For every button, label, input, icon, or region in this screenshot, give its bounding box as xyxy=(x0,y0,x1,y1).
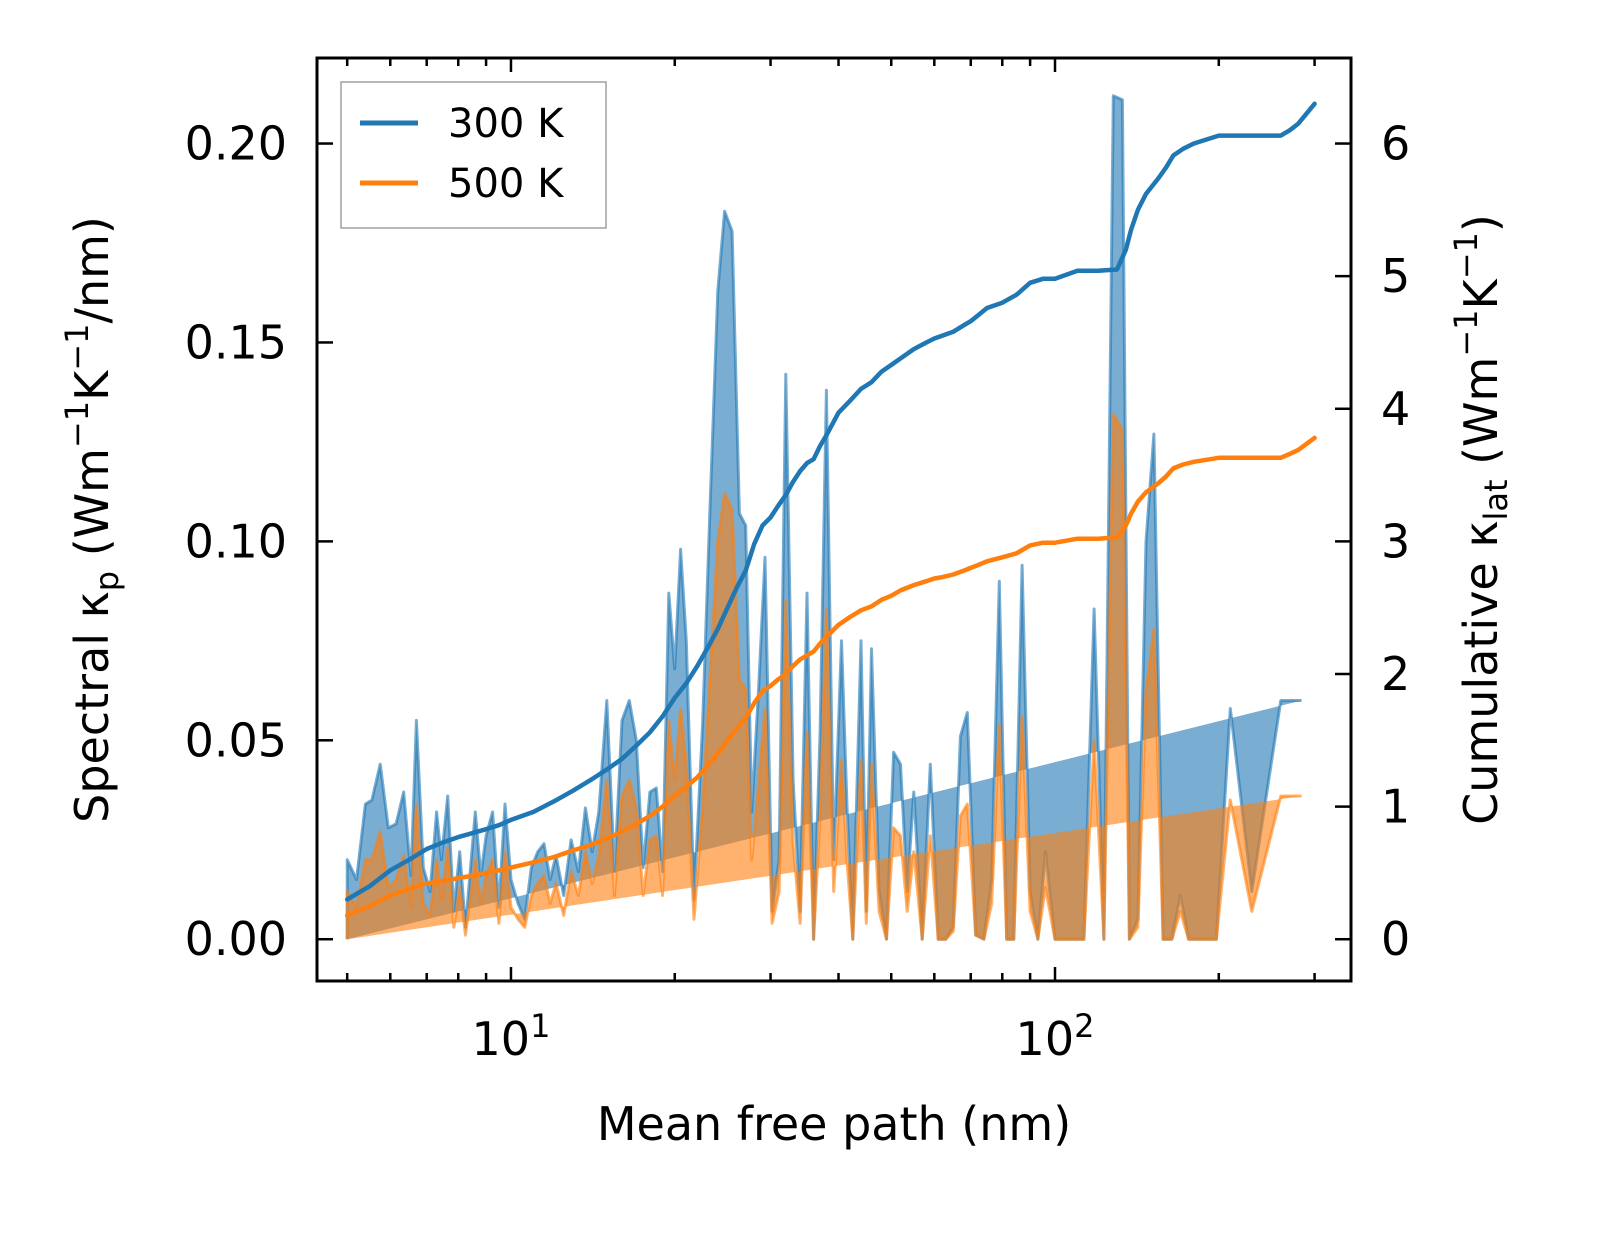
right-y-axis-label: Cumulative κlat (Wm−1K−1) xyxy=(1447,214,1515,825)
right-y-tick-label: 5 xyxy=(1381,249,1410,303)
legend: 300 K 500 K xyxy=(340,81,607,229)
right-y-tick-label: 0 xyxy=(1381,912,1410,966)
left-y-tick-label: 0.15 xyxy=(185,315,287,369)
cumulative-500k-line xyxy=(344,435,1317,918)
plot-area xyxy=(344,94,1317,941)
right-axis-ticks: 0 1 2 3 4 5 6 xyxy=(1335,117,1410,966)
right-y-tick-label: 2 xyxy=(1381,647,1410,701)
left-axis-ticks: 0.00 0.05 0.10 0.15 0.20 xyxy=(185,117,333,966)
left-y-axis-label: Spectral κp (Wm−1K−1/nm) xyxy=(58,216,126,823)
left-y-tick-label: 0.00 xyxy=(185,912,287,966)
right-y-tick-label: 4 xyxy=(1381,382,1410,436)
cumulative-300k-line xyxy=(344,101,1317,902)
x-tick-label: 101 xyxy=(472,1007,551,1066)
x-tick-label: 102 xyxy=(1016,1007,1095,1066)
left-y-tick-label: 0.10 xyxy=(185,514,287,568)
right-y-tick-label: 3 xyxy=(1381,514,1410,568)
spectral-500k-area xyxy=(345,412,1302,941)
left-y-tick-label: 0.20 xyxy=(185,117,287,171)
legend-label: 500 K xyxy=(448,161,565,207)
legend-box xyxy=(340,81,607,229)
right-y-tick-label: 6 xyxy=(1381,117,1410,171)
right-y-tick-label: 1 xyxy=(1381,780,1410,834)
legend-label: 300 K xyxy=(448,101,565,147)
left-y-tick-label: 0.05 xyxy=(185,713,287,767)
axes-frame xyxy=(315,56,1353,983)
x-axis-label: Mean free path (nm) xyxy=(597,1097,1071,1151)
